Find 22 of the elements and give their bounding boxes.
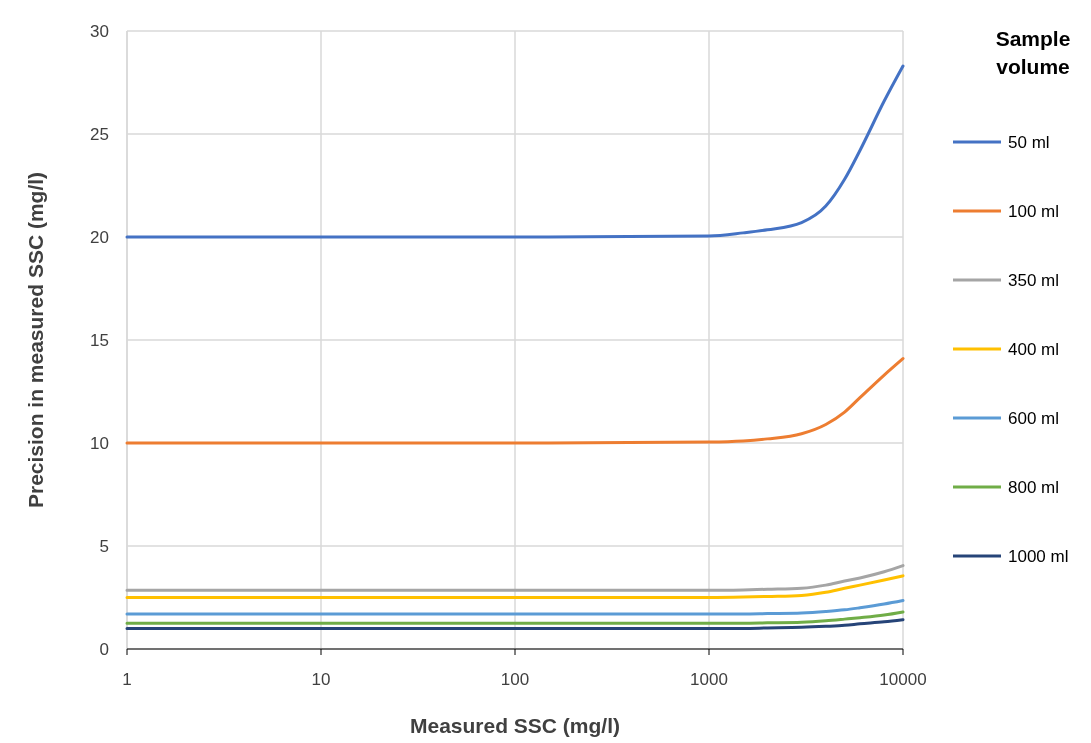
y-tick-label: 5 xyxy=(99,537,109,556)
x-tick-label: 1 xyxy=(122,670,132,689)
legend-label: 600 ml xyxy=(1008,409,1060,428)
y-tick-label: 30 xyxy=(90,22,109,41)
x-tick-label: 1000 xyxy=(690,670,728,689)
legend-label: 50 ml xyxy=(1008,133,1050,152)
legend-label: 350 ml xyxy=(1008,271,1060,290)
x-axis-title: Measured SSC (mg/l) xyxy=(409,714,621,737)
legend-title: Sample volume xyxy=(995,27,1071,78)
legend-label: 1000 ml xyxy=(1008,547,1069,566)
x-tick-label: 10 xyxy=(311,670,331,689)
y-axis-title: Precision in measured SSC (mg/l) xyxy=(24,171,47,509)
y-tick-label: 15 xyxy=(90,331,109,350)
x-tick-label: 10000 xyxy=(879,670,927,689)
y-tick-label: 0 xyxy=(99,640,109,659)
x-tick-label: 100 xyxy=(500,670,530,689)
legend-label: 800 ml xyxy=(1008,478,1060,497)
legend-label: 400 ml xyxy=(1008,340,1060,359)
y-tick-label: 10 xyxy=(90,434,109,453)
y-tick-label: 20 xyxy=(90,228,109,247)
legend-label: 100 ml xyxy=(1008,202,1060,221)
y-tick-label: 25 xyxy=(90,125,109,144)
